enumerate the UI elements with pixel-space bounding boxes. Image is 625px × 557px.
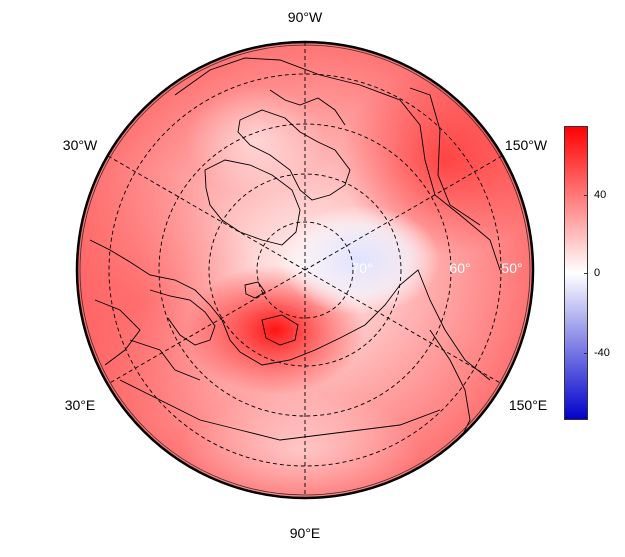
colorbar-tick-mark-40: [584, 195, 588, 196]
longitude-label-bottom: 90°E: [289, 525, 321, 541]
map-boundary: [75, 40, 535, 500]
latitude-label-70: 70°: [351, 260, 373, 276]
svalbard-coast: [244, 281, 266, 299]
alaska-coast: [409, 87, 481, 226]
coastlines: [89, 57, 501, 471]
colorbar-tick-neg40: -40: [594, 347, 610, 359]
graticule: [107, 42, 503, 498]
anomaly-field: [77, 42, 533, 498]
novaya-zemlya-coast: [261, 314, 299, 346]
longitude-label-lower-right: 150°E: [508, 397, 548, 413]
meridian-150: [107, 155, 503, 385]
asia-interior-border: [119, 379, 441, 441]
longitude-label-upper-left: 30°W: [62, 137, 98, 153]
siberia-coast: [239, 269, 491, 381]
hudson-bay-coast: [269, 89, 346, 126]
europe-coast: [89, 239, 241, 353]
europe-borders: [94, 299, 201, 381]
colorbar-tick-mark-0: [584, 273, 588, 274]
colorbar-tick-40: 40: [594, 189, 607, 201]
colorbar-tick-mark-neg40: [584, 353, 588, 354]
latitude-circle-70: [256, 221, 354, 319]
longitude-label-upper-right: 150°W: [504, 137, 548, 153]
latitude-label-60: 60°: [449, 260, 471, 276]
greenland-coast: [204, 159, 301, 246]
scandinavia-coast: [149, 289, 216, 346]
longitude-label-lower-left: 30°E: [64, 397, 96, 413]
latitude-label-50: 50°: [501, 260, 523, 276]
latitude-circle-40: [108, 73, 502, 467]
latitude-circle-50: [158, 123, 452, 417]
canadian-archipelago-coast: [237, 109, 351, 201]
map-boundary-inner: [79, 44, 531, 496]
longitude-label-top: 90°W: [287, 9, 323, 25]
colorbar-tick-0: 0: [594, 267, 601, 279]
north-america-coast: [174, 57, 501, 271]
